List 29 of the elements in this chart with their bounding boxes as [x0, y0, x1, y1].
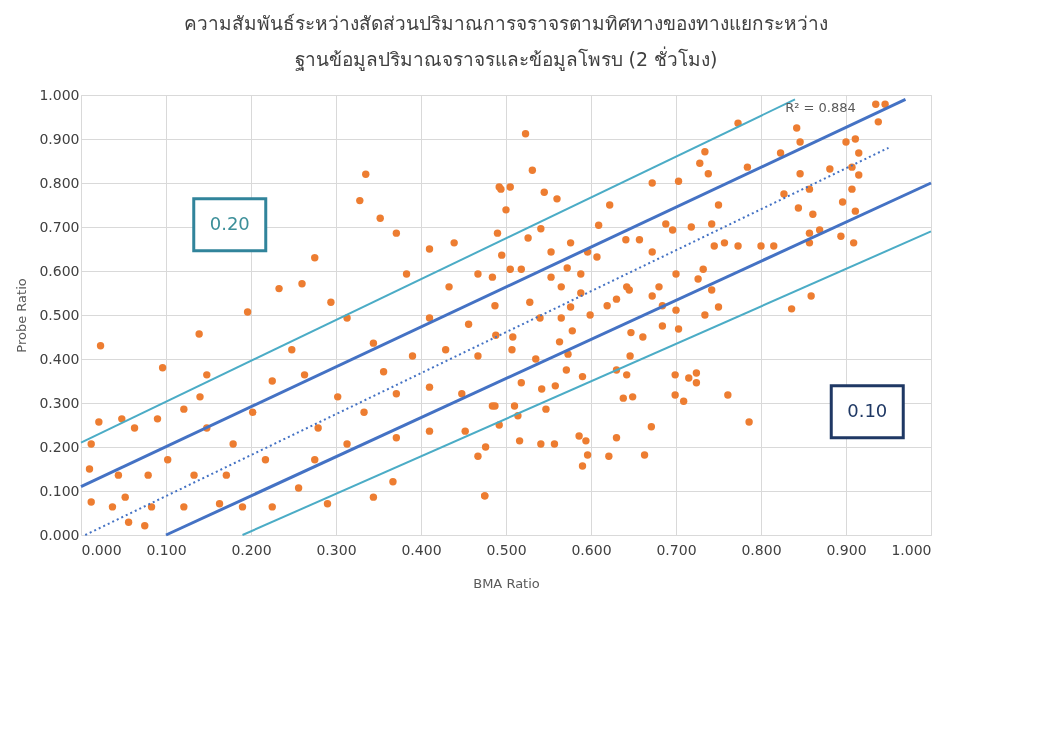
annotation: 0.20	[209, 212, 250, 234]
x-tick-label: 0.000	[81, 541, 122, 558]
y-tick-label: 0.800	[39, 174, 80, 191]
x-tick-label: 0.800	[741, 541, 782, 558]
annotation: R² = 0.884	[785, 100, 856, 116]
y-tick-label: 0.200	[39, 438, 80, 455]
y-tick-label: 0.500	[39, 306, 80, 323]
y-tick-label: 0.000	[39, 526, 80, 543]
x-tick-label: 0.700	[656, 541, 697, 558]
y-tick-label: 0.700	[39, 218, 80, 235]
y-tick-label: 0.900	[39, 130, 80, 147]
y-tick-label: 0.600	[39, 262, 80, 279]
y-axis-title: Probe Ratio	[14, 278, 30, 353]
x-tick-label: 0.300	[316, 541, 357, 558]
x-tick-label: 0.200	[231, 541, 272, 558]
text: ความสัมพันธ์ระหว่างสัดส่วนปริมาณการจราจรตามทิศทางของทางแยกระหว่าง	[184, 12, 828, 34]
x-tick-label: 0.900	[826, 541, 867, 558]
x-tick-label: 0.100	[146, 541, 187, 558]
y-tick-label: 0.400	[39, 350, 80, 367]
annotation: 0.10	[847, 399, 888, 421]
y-tick-label: 1.000	[39, 86, 80, 103]
x-tick-label: 0.500	[486, 541, 527, 558]
x-tick-label: 1.000	[891, 541, 932, 558]
text: ฐานข้อมูลปริมาณจราจรและข้อมูลโพรบ (2 ชั่วโมง)	[294, 48, 718, 70]
x-tick-label: 0.600	[571, 541, 612, 558]
y-tick-label: 0.300	[39, 394, 80, 411]
y-tick-label: 0.100	[39, 482, 80, 499]
x-axis-title: BMA Ratio	[473, 575, 540, 591]
x-tick-label: 0.400	[401, 541, 442, 558]
